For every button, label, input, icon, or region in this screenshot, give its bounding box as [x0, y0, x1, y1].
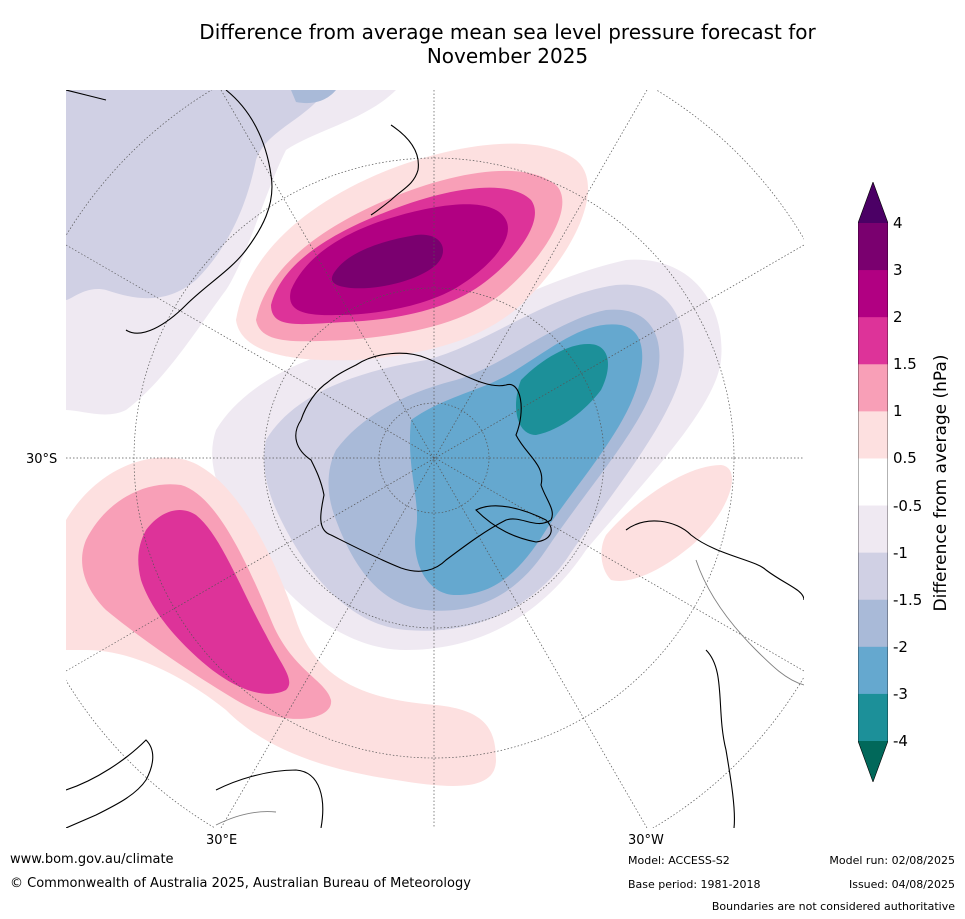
coastlines [66, 90, 804, 828]
colorbar-bin [858, 552, 888, 601]
colorbar-bin [858, 505, 888, 554]
positive-anomaly-south-atlantic [66, 457, 496, 786]
colorbar-bin [858, 741, 888, 782]
footer-model: Model: ACCESS-S2 [628, 854, 730, 867]
lon-label-30e: 30°E [206, 833, 238, 848]
colorbar-tick-label: -1.5 [893, 590, 923, 609]
positive-anomaly-south-america [601, 465, 733, 581]
colorbar-bin [858, 223, 888, 271]
country-borders [215, 559, 804, 826]
footer-url[interactable]: www.bom.gov.au/climate [10, 852, 174, 867]
colorbar-tick-label: 3 [893, 261, 903, 280]
negative-anomaly-north [66, 90, 396, 415]
graticule [66, 90, 804, 828]
positive-anomaly-tasman [236, 143, 588, 361]
colorbar-bin [858, 270, 888, 318]
footer-disclaimer: Boundaries are not considered authoritat… [711, 900, 955, 913]
colorbar-tick-label: 1.5 [893, 355, 917, 374]
colorbar-tick-label: -0.5 [893, 496, 923, 515]
colorbar-tick-label: -2 [893, 637, 908, 656]
colorbar-tick-label: -1 [893, 543, 908, 562]
map-title: Difference from average mean sea level p… [90, 20, 925, 68]
colorbar-tick-label: -3 [893, 684, 908, 703]
colorbar [858, 182, 888, 782]
title-line-2: November 2025 [426, 44, 589, 68]
title-line-1: Difference from average mean sea level p… [199, 20, 816, 44]
colorbar-bin [858, 646, 888, 695]
colorbar-bin [858, 693, 888, 742]
colorbar-tick-label: -4 [893, 732, 908, 750]
colorbar-bin [858, 317, 888, 365]
colorbar-bin [858, 458, 888, 507]
footer-issued: Issued: 04/08/2025 [848, 878, 955, 891]
colorbar-tick-label: 0.5 [893, 449, 917, 468]
colorbar-bins [858, 182, 888, 782]
footer-base-period: Base period: 1981-2018 [628, 878, 761, 891]
pressure-anomaly-map [66, 90, 804, 828]
colorbar-bin [858, 364, 888, 412]
colorbar-bin [858, 411, 888, 459]
lon-label-30w: 30°W [628, 833, 664, 848]
lat-label-30s: 30°S [26, 452, 58, 467]
footer-copyright: © Commonwealth of Australia 2025, Austra… [10, 876, 471, 891]
colorbar-bin [858, 182, 888, 223]
colorbar-tick-label: 4 [893, 214, 903, 232]
colorbar-label: Difference from average (hPa) [931, 354, 951, 612]
colorbar-tick-label: 2 [893, 308, 903, 327]
colorbar-tick-label: 1 [893, 402, 903, 421]
colorbar-bin [858, 599, 888, 648]
footer-model-run: Model run: 02/08/2025 [829, 854, 955, 867]
